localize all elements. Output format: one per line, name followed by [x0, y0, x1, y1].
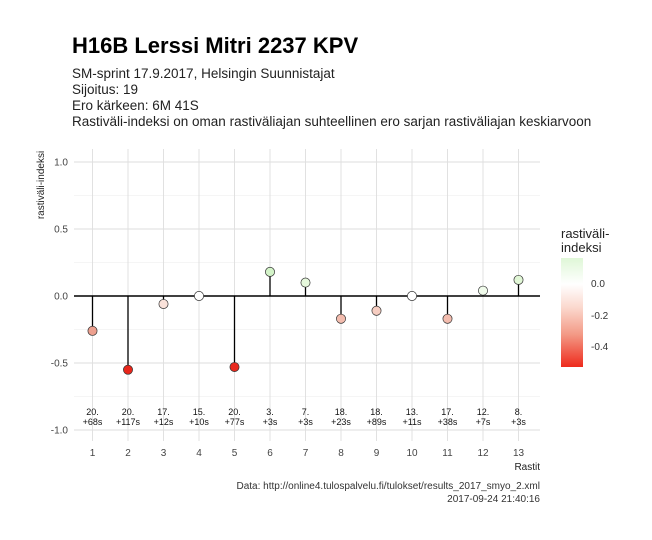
time-diff-label: +77s — [225, 417, 245, 427]
rank-label: 18. — [370, 407, 383, 417]
subtitle-line-1: SM-sprint 17.9.2017, Helsingin Suunnista… — [72, 66, 335, 81]
x-tick-label: 9 — [374, 448, 380, 459]
lollipop-point — [158, 299, 169, 309]
rank-label: 15. — [193, 407, 206, 417]
rank-label: 12. — [477, 407, 490, 417]
x-tick-label: 10 — [406, 448, 418, 459]
y-axis-title: rastiväli-indeksi — [36, 151, 47, 219]
time-diff-label: +68s — [83, 417, 103, 427]
time-diff-label: +3s — [298, 417, 313, 427]
time-diff-label: +12s — [154, 417, 174, 427]
data-source-caption: Data: http://online4.tulospalvelu.fi/tul… — [236, 481, 540, 492]
lollipop-point — [265, 266, 275, 277]
rank-label: 20. — [228, 407, 241, 417]
time-diff-label: +11s — [402, 417, 422, 427]
time-diff-label: +7s — [476, 417, 491, 427]
x-tick-label: 2 — [125, 448, 131, 459]
lollipop-point — [194, 291, 204, 301]
rank-label: 20. — [86, 407, 99, 417]
y-tick-label: -1.0 — [51, 426, 69, 437]
chart-title: H16B Lerssi Mitri 2237 KPV — [72, 33, 359, 58]
time-diff-label: +23s — [331, 417, 351, 427]
legend-tick-1: -0.2 — [591, 311, 609, 322]
x-tick-label: 6 — [267, 448, 273, 459]
rank-label: 20. — [122, 407, 135, 417]
rank-label: 8. — [515, 407, 523, 417]
rank-label: 7. — [302, 407, 310, 417]
legend-colorbar — [561, 258, 583, 367]
x-tick-label: 11 — [442, 448, 453, 459]
subtitle-line-3: Ero kärkeen: 6M 41S — [72, 98, 199, 113]
x-tick-label: 3 — [161, 448, 167, 459]
x-tick-label: 5 — [232, 448, 238, 459]
plot-panel — [74, 149, 540, 441]
rank-label: 17. — [441, 407, 454, 417]
lollipop-point — [371, 305, 382, 316]
time-diff-label: +3s — [263, 417, 278, 427]
y-tick-label: 0.0 — [54, 292, 68, 303]
rank-label: 13. — [406, 407, 419, 417]
lollipop-point — [336, 313, 346, 324]
time-diff-label: +38s — [438, 417, 458, 427]
time-diff-label: +10s — [189, 417, 209, 427]
lollipop-point — [478, 285, 488, 296]
rank-label: 17. — [157, 407, 170, 417]
x-tick-label: 1 — [90, 448, 96, 459]
lollipop-point — [229, 362, 240, 372]
lollipop-point — [407, 291, 417, 301]
lollipop-point — [513, 274, 524, 285]
timestamp-caption: 2017-09-24 21:40:16 — [447, 494, 540, 505]
x-axis-title: Rastit — [514, 462, 540, 473]
legend-tick-0: 0.0 — [591, 279, 605, 290]
subtitle-line-4: Rastiväli-indeksi on oman rastiväliajan … — [72, 114, 592, 129]
legend-title: rastiväli-indeksi — [561, 226, 610, 255]
y-tick-label: 0.5 — [54, 225, 68, 236]
x-tick-label: 13 — [513, 448, 525, 459]
x-tick-label: 7 — [303, 448, 309, 459]
rank-label: 3. — [266, 407, 274, 417]
x-tick-label: 8 — [338, 448, 344, 459]
lollipop-point — [123, 364, 133, 375]
legend-tick-2: -0.4 — [591, 342, 609, 353]
lollipop-point — [300, 277, 311, 288]
lollipop-point — [87, 325, 98, 336]
lollipop-point — [442, 313, 453, 324]
y-tick-label: -0.5 — [51, 359, 69, 370]
time-diff-label: +117s — [116, 417, 141, 427]
y-tick-label: 1.0 — [54, 158, 68, 169]
rank-label: 18. — [335, 407, 348, 417]
time-diff-label: +3s — [511, 417, 526, 427]
subtitle-line-2: Sijoitus: 19 — [72, 82, 139, 97]
time-diff-label: +89s — [367, 417, 387, 427]
x-tick-label: 12 — [477, 448, 489, 459]
x-tick-label: 4 — [196, 448, 202, 459]
